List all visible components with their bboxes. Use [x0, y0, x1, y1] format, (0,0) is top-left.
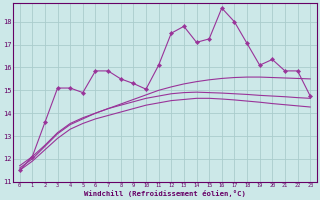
- X-axis label: Windchill (Refroidissement éolien,°C): Windchill (Refroidissement éolien,°C): [84, 190, 246, 197]
